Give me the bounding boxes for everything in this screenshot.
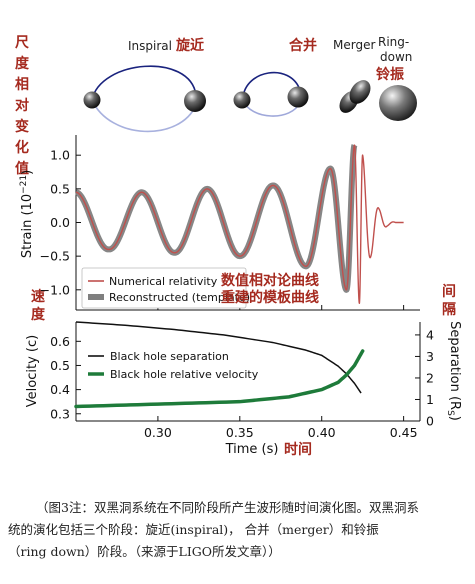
- phase-inspiral-zh: 旋近: [175, 37, 204, 54]
- zh-char: 度: [15, 55, 30, 72]
- y2-tick-label: 2: [426, 370, 434, 385]
- separation-axis-label: Separation (RS): [445, 321, 462, 421]
- caption-line-3: （ring down）阶段。（来源于LIGO所发文章））: [8, 544, 281, 559]
- merger-blob: [339, 80, 371, 113]
- caption: （图3注：双黑洞系统在不同阶段所产生波形随时间演化图。双黑洞系 统的演化包括三个…: [8, 497, 468, 563]
- series-velocity-line: [74, 349, 365, 409]
- zh-char: 值: [15, 160, 29, 177]
- y2-tick-label: 1: [426, 392, 434, 407]
- merger-illustration: [233, 71, 309, 117]
- phase-merger-en: Merger: [333, 38, 375, 52]
- y-tick-label: 1.0: [50, 148, 70, 163]
- y2-tick-label: 4: [426, 327, 434, 342]
- x-tick-label: 0.30: [144, 425, 172, 440]
- figure: Inspiral 旋近 合并 Merger Ring- down 铃振 尺度相对…: [15, 35, 462, 458]
- zh-char: 尺: [15, 35, 29, 51]
- phase-ringdown-en-2: down: [380, 50, 412, 64]
- zh-char: 间: [442, 283, 456, 300]
- legend-label-reconstructed: Reconstructed (template): [109, 291, 250, 304]
- y-tick-label: −0.5: [40, 249, 70, 264]
- series-separation-line: [75, 321, 362, 394]
- x-tick-label: 0.45: [390, 425, 418, 440]
- velocity-axis-label: Velocity (c): [25, 335, 40, 407]
- zh-char: 化: [15, 139, 29, 156]
- zh-char: 对: [15, 97, 29, 114]
- y-tick-label: 0.5: [50, 181, 70, 196]
- numerical-zh-label: 数值相对论曲线: [221, 272, 319, 289]
- zh-char: 度: [31, 306, 46, 323]
- separation-zh-vertical-label: 间隔: [442, 283, 456, 318]
- velocity-plot: 0.6 0.5 0.4 0.3 4 3 2 1 0 0.30 0.35 0.40 0.45: [50, 321, 434, 440]
- legend-label-numerical: Numerical relativity: [109, 275, 218, 288]
- zh-char: 隔: [442, 302, 456, 318]
- y-tick-label: 0.5: [50, 358, 70, 373]
- caption-line-1: （图3注：双黑洞系统在不同阶段所产生波形随时间演化图。双黑洞系: [36, 500, 419, 515]
- zh-char: 变: [15, 118, 29, 135]
- strain-axis-label: Strain (10−21): [19, 170, 35, 258]
- strain-legend: Numerical relativity Reconstructed (temp…: [81, 267, 250, 309]
- y2-tick-label: 3: [426, 349, 434, 364]
- legend-label-velocity: Black hole relative velocity: [110, 368, 259, 381]
- phase-inspiral-en: Inspiral: [128, 39, 172, 53]
- phase-merger-zh: 合并: [289, 37, 317, 54]
- caption-line-2: 统的演化包括三个阶段：旋近(inspiral)， 合并（merger）和铃振: [8, 522, 379, 537]
- y-tick-label: 0.3: [50, 406, 70, 421]
- y-tick-label: 0.4: [50, 382, 70, 397]
- legend-label-separation: Black hole separation: [110, 350, 229, 363]
- y-tick-label: 0.0: [50, 215, 70, 230]
- inspiral-illustration: [83, 65, 206, 133]
- x-tick-label: 0.40: [308, 425, 336, 440]
- y-tick-label: 0.6: [50, 334, 70, 349]
- y2-tick-label: 0: [426, 414, 434, 429]
- time-zh-label: 时间: [284, 441, 312, 458]
- x-tick-label: 0.35: [226, 425, 254, 440]
- series-numerical-line: [75, 144, 405, 304]
- zh-char: 速: [31, 288, 45, 305]
- chart-svg: Inspiral 旋近 合并 Merger Ring- down 铃振 尺度相对…: [15, 35, 462, 458]
- reconstructed-zh-label: 重建的模板曲线: [221, 289, 319, 306]
- strain-plot: 1.0 0.5 0.0 −0.5 −1.0: [40, 135, 420, 311]
- phase-ringdown-zh: 铃振: [376, 66, 404, 83]
- velocity-legend: Black hole separation Black hole relativ…: [88, 350, 259, 381]
- zh-char: 相: [15, 76, 29, 93]
- y-tick-label: −1.0: [40, 282, 70, 297]
- x-axis-label: Time (s): [225, 442, 279, 457]
- ringdown-remnant: [379, 85, 417, 121]
- phase-ringdown-en-1: Ring-: [378, 35, 409, 49]
- velocity-zh-vertical-label: 速度: [31, 288, 46, 323]
